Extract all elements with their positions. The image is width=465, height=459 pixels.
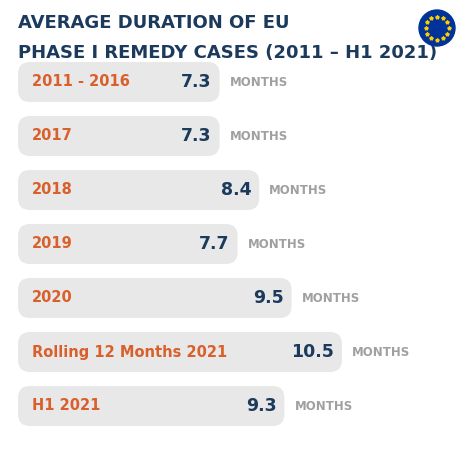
- Text: 7.3: 7.3: [181, 73, 212, 91]
- Text: PHASE I REMEDY CASES (2011 – H1 2021): PHASE I REMEDY CASES (2011 – H1 2021): [18, 44, 437, 62]
- Text: MONTHS: MONTHS: [230, 75, 288, 89]
- Text: 2018: 2018: [32, 183, 73, 197]
- Text: 7.7: 7.7: [199, 235, 230, 253]
- Text: 10.5: 10.5: [291, 343, 334, 361]
- Text: H1 2021: H1 2021: [32, 398, 100, 414]
- Text: AVERAGE DURATION OF EU: AVERAGE DURATION OF EU: [18, 14, 290, 32]
- Text: 2019: 2019: [32, 236, 73, 252]
- Text: 7.3: 7.3: [181, 127, 212, 145]
- FancyBboxPatch shape: [18, 170, 259, 210]
- FancyBboxPatch shape: [18, 116, 219, 156]
- Text: MONTHS: MONTHS: [294, 399, 352, 413]
- Text: 9.3: 9.3: [246, 397, 276, 415]
- FancyBboxPatch shape: [18, 224, 238, 264]
- Text: 2017: 2017: [32, 129, 73, 144]
- Text: MONTHS: MONTHS: [230, 129, 288, 142]
- Circle shape: [419, 10, 455, 46]
- Text: 9.5: 9.5: [253, 289, 284, 307]
- Text: MONTHS: MONTHS: [302, 291, 360, 304]
- Text: 8.4: 8.4: [220, 181, 251, 199]
- Text: Rolling 12 Months 2021: Rolling 12 Months 2021: [32, 345, 227, 359]
- Text: 2011 - 2016: 2011 - 2016: [32, 74, 130, 90]
- FancyBboxPatch shape: [18, 62, 219, 102]
- Text: 2020: 2020: [32, 291, 73, 306]
- Text: MONTHS: MONTHS: [247, 237, 306, 251]
- FancyBboxPatch shape: [18, 386, 285, 426]
- Text: MONTHS: MONTHS: [352, 346, 410, 358]
- FancyBboxPatch shape: [18, 278, 292, 318]
- FancyBboxPatch shape: [18, 332, 342, 372]
- Text: MONTHS: MONTHS: [269, 184, 327, 196]
